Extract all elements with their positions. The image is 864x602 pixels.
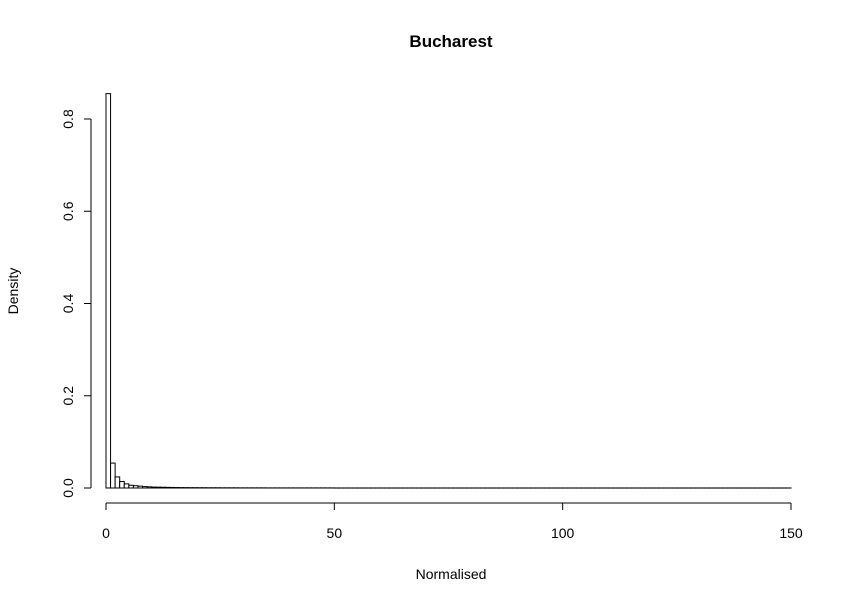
y-tick-label: 0.0 — [60, 478, 76, 498]
x-tick-label: 50 — [327, 525, 343, 541]
y-tick-label: 0.8 — [60, 109, 76, 129]
x-tick-label: 150 — [779, 525, 803, 541]
histogram-bar — [105, 93, 112, 489]
y-axis: 0.0 0.2 0.4 0.6 0.8 — [60, 109, 92, 498]
histogram-bar — [146, 486, 153, 489]
histogram-bar — [169, 486, 176, 489]
histogram-bar — [142, 486, 148, 489]
histogram-bar — [155, 486, 162, 489]
histogram-bar — [110, 462, 116, 489]
histogram-bar — [123, 483, 130, 489]
histogram-bar — [132, 485, 139, 489]
y-tick-label: 0.2 — [60, 386, 76, 406]
histogram-bar — [137, 485, 144, 489]
chart-title: Bucharest — [409, 32, 492, 51]
x-axis-label: Normalised — [416, 566, 487, 582]
histogram-bar — [119, 481, 125, 489]
histogram-bars — [105, 93, 792, 489]
histogram-bar — [114, 476, 121, 489]
histogram-bar — [151, 486, 157, 489]
histogram-bar — [128, 484, 134, 489]
y-axis-label: Density — [5, 268, 21, 315]
y-tick-label: 0.4 — [60, 294, 76, 314]
histogram-bar — [160, 486, 166, 489]
histogram-bar — [164, 486, 171, 489]
x-tick-label: 100 — [551, 525, 575, 541]
x-tick-label: 0 — [102, 525, 110, 541]
y-tick-label: 0.6 — [60, 201, 76, 221]
x-axis: 0 50 100 150 — [102, 502, 803, 541]
